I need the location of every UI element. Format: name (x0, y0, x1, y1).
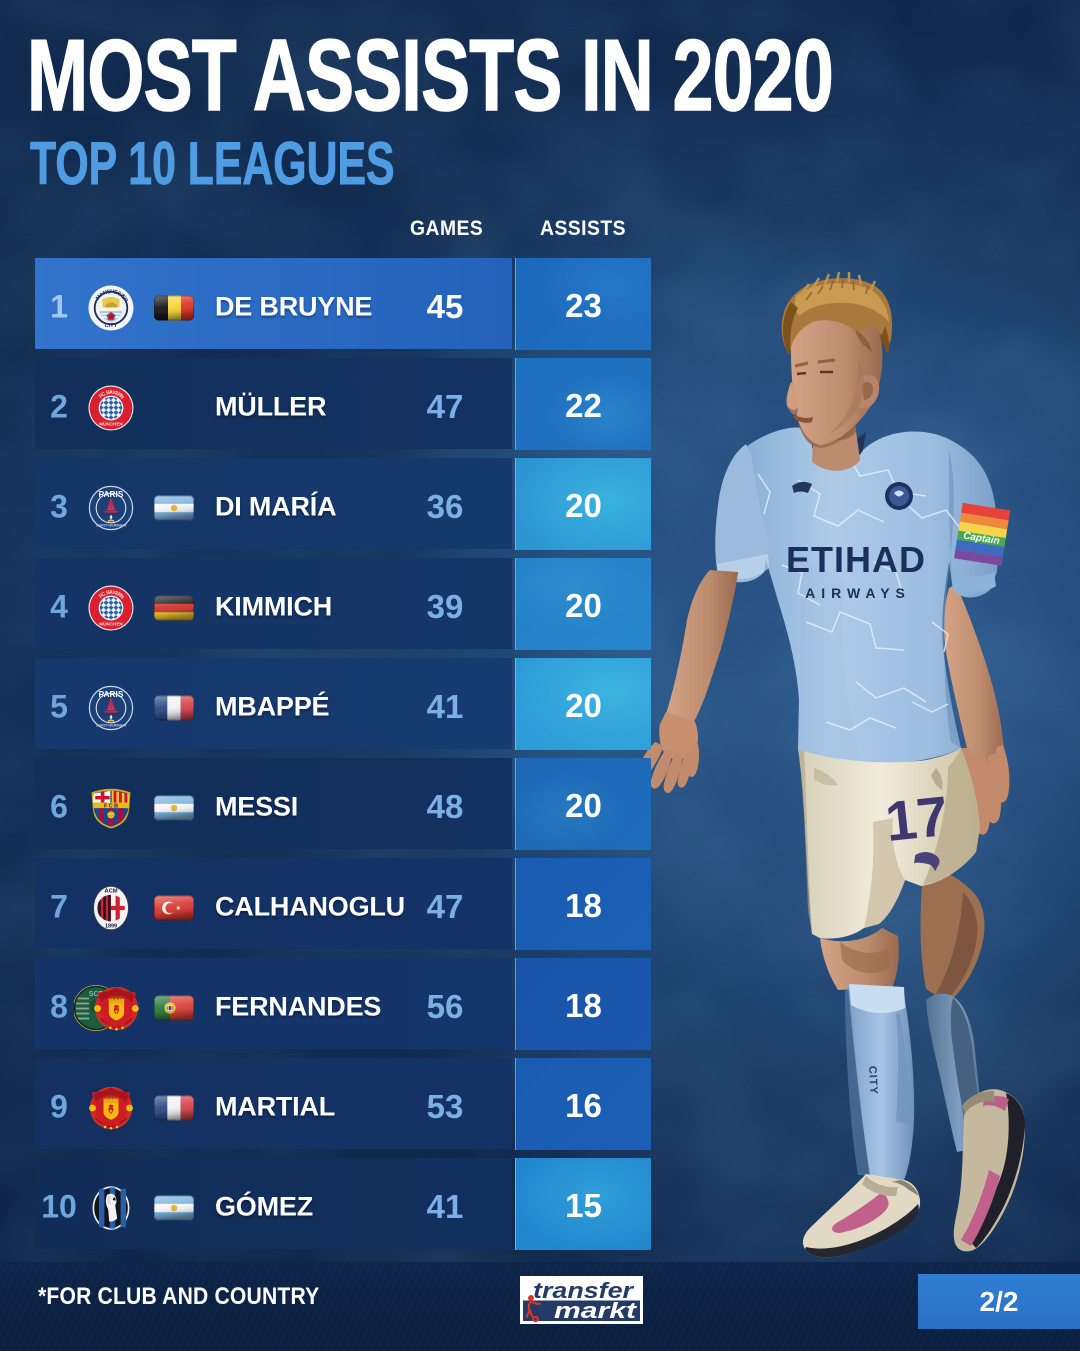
svg-text:C: C (101, 391, 107, 398)
svg-text:PARIS: PARIS (99, 689, 124, 699)
svg-text:M: M (95, 293, 103, 301)
svg-text:C: C (101, 591, 107, 598)
svg-text:B: B (106, 589, 111, 596)
svg-text:MÜNCHEN: MÜNCHEN (99, 620, 123, 626)
svg-text:E: E (114, 390, 120, 397)
svg-text:SCP: SCP (89, 991, 104, 998)
svg-text:E: E (113, 289, 119, 296)
svg-text:S: S (116, 290, 122, 297)
svg-text:A: A (109, 589, 113, 595)
svg-text:C: C (106, 289, 111, 296)
svg-text:H: H (110, 289, 114, 295)
svg-text:N: N (102, 289, 108, 296)
svg-text:T: T (118, 293, 125, 300)
svg-text:PARIS: PARIS (99, 489, 124, 499)
svg-text:E: E (114, 590, 120, 597)
svg-text:A: A (109, 389, 113, 395)
svg-text:transfer: transfer (533, 1278, 635, 1303)
svg-text:N: N (118, 593, 125, 600)
svg-text:F: F (98, 593, 104, 600)
svg-text:SAINT-GERMAIN: SAINT-GERMAIN (96, 523, 127, 527)
svg-text:F C B: F C B (104, 803, 118, 809)
svg-text:1899: 1899 (105, 923, 117, 929)
svg-text:MÜNCHEN: MÜNCHEN (99, 420, 123, 426)
svg-text:R: R (116, 391, 123, 398)
svg-text:markt: markt (554, 1298, 638, 1323)
svg-text:ETIHAD: ETIHAD (786, 539, 926, 580)
svg-text:Y: Y (112, 589, 117, 596)
svg-text:F: F (98, 393, 104, 400)
svg-text:ER: ER (119, 294, 128, 304)
svg-text:CITY: CITY (866, 1066, 880, 1096)
svg-text:N: N (118, 393, 125, 400)
svg-text:ACM: ACM (104, 888, 117, 894)
svg-text:R: R (116, 591, 123, 598)
svg-text:B: B (106, 389, 111, 396)
svg-text:A: A (98, 291, 105, 298)
svg-text:Y: Y (112, 389, 117, 396)
svg-text:AIRWAYS: AIRWAYS (805, 585, 911, 601)
svg-text:SAINT-GERMAIN: SAINT-GERMAIN (96, 723, 127, 727)
svg-text:CITY: CITY (105, 322, 118, 328)
svg-text:17: 17 (882, 784, 951, 853)
